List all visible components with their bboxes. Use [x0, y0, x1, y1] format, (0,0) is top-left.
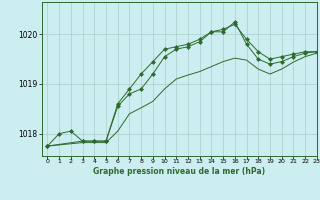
X-axis label: Graphe pression niveau de la mer (hPa): Graphe pression niveau de la mer (hPa) — [93, 167, 265, 176]
